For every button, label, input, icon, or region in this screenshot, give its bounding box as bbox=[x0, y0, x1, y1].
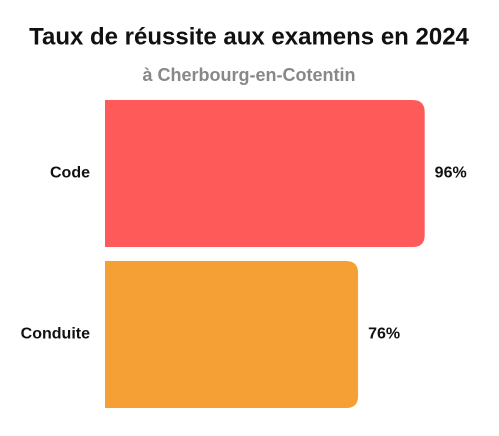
bar bbox=[105, 100, 425, 247]
category-label: Code bbox=[50, 165, 90, 182]
bar bbox=[105, 261, 359, 408]
chart-subtitle: à Cherbourg-en-Cotentin bbox=[143, 65, 356, 85]
value-label: 96% bbox=[435, 165, 467, 182]
chart-title: Taux de réussite aux examens en 2024 bbox=[29, 23, 469, 50]
category-label: Conduite bbox=[21, 326, 90, 343]
value-label: 76% bbox=[368, 326, 400, 343]
